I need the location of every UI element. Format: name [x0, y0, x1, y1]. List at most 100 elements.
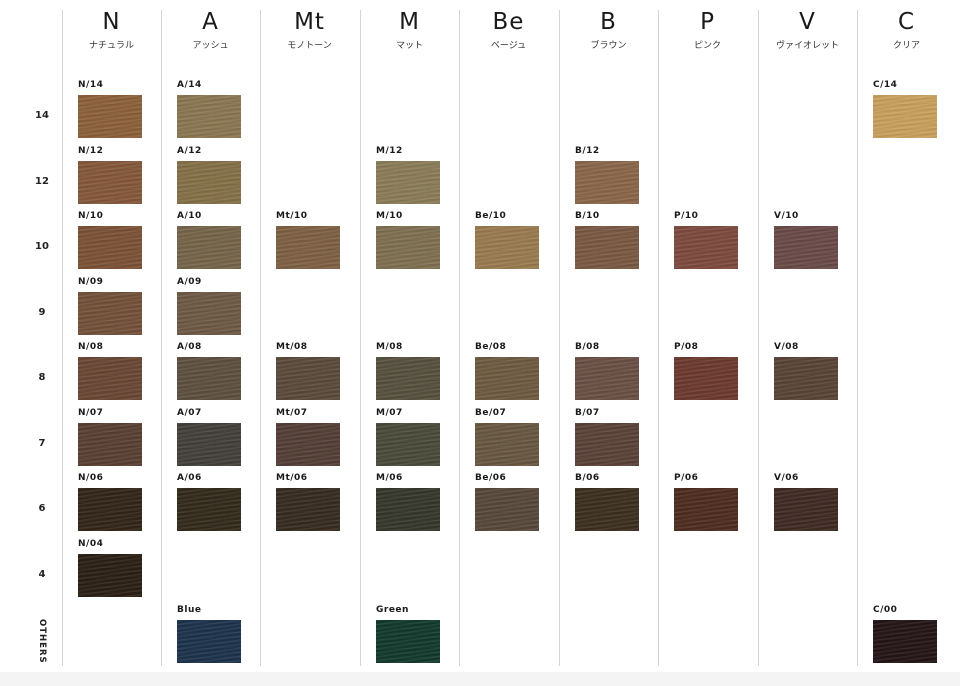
swatch-label: Be/08	[475, 342, 507, 352]
column-name: ベージュ	[490, 41, 527, 51]
swatch-label: V/10	[774, 211, 799, 221]
column-name: ブラウン	[590, 41, 627, 51]
swatch-label: A/06	[177, 473, 202, 483]
color-swatch-n-04	[78, 554, 142, 597]
column-name: クリア	[892, 41, 920, 51]
swatch-label: M/10	[376, 211, 403, 221]
swatch-label: M/12	[376, 146, 403, 156]
column-name: アッシュ	[192, 41, 229, 51]
color-swatch-p-08	[674, 357, 738, 400]
column-header-v: V ヴァイオレット	[758, 8, 857, 52]
color-swatch-n-08	[78, 357, 142, 400]
column-name: マット	[395, 41, 423, 51]
color-swatch-c-00	[873, 620, 937, 663]
color-swatch-m-10	[376, 226, 440, 269]
swatch-label: N/12	[78, 146, 104, 156]
column-divider	[658, 10, 659, 666]
color-swatch-p-06	[674, 488, 738, 531]
swatch-label: A/12	[177, 146, 202, 156]
swatch-label: B/06	[575, 473, 600, 483]
swatch-label: M/06	[376, 473, 403, 483]
color-swatch-b-08	[575, 357, 639, 400]
column-code: M	[399, 9, 420, 35]
color-swatch-a-08	[177, 357, 241, 400]
swatch-label: A/09	[177, 277, 202, 287]
color-swatch-a-14	[177, 95, 241, 138]
swatch-label: Be/06	[475, 473, 507, 483]
swatch-label: B/12	[575, 146, 600, 156]
swatch-label: Blue	[177, 605, 202, 615]
color-swatch-n-12	[78, 161, 142, 204]
column-name: ナチュラル	[88, 41, 134, 51]
bottom-band	[0, 672, 960, 686]
column-header-a: A アッシュ	[161, 8, 260, 52]
color-swatch-n-10	[78, 226, 142, 269]
color-swatch-p-10	[674, 226, 738, 269]
swatch-label: P/10	[674, 211, 699, 221]
swatch-label: N/10	[78, 211, 104, 221]
color-swatch-be-07	[475, 423, 539, 466]
swatch-label: N/06	[78, 473, 104, 483]
column-divider	[459, 10, 460, 666]
swatch-label: Mt/10	[276, 211, 308, 221]
column-code: N	[102, 9, 121, 35]
color-swatch-m-07	[376, 423, 440, 466]
column-code: B	[600, 9, 617, 35]
column-header-n: N ナチュラル	[62, 8, 161, 52]
column-code: A	[202, 9, 219, 35]
swatch-label: Be/07	[475, 408, 507, 418]
swatch-label: Mt/08	[276, 342, 308, 352]
column-header-c: C クリア	[857, 8, 956, 52]
column-name: ピンク	[693, 41, 721, 51]
swatch-label: M/07	[376, 408, 403, 418]
swatch-label: V/06	[774, 473, 799, 483]
column-code: Mt	[294, 9, 325, 35]
color-swatch-a-07	[177, 423, 241, 466]
column-code: Be	[492, 9, 525, 35]
color-swatch-be-08	[475, 357, 539, 400]
column-header-be: Be ベージュ	[459, 8, 558, 52]
color-swatch-mt-07	[276, 423, 340, 466]
color-swatch-be-06	[475, 488, 539, 531]
swatch-label: M/08	[376, 342, 403, 352]
column-header-mt: Mt モノトーン	[260, 8, 359, 52]
row-label-14: 14	[35, 110, 49, 121]
column-code: P	[700, 9, 715, 35]
color-swatch-be-10	[475, 226, 539, 269]
color-swatch-a-12	[177, 161, 241, 204]
row-label-others: OTHERS	[37, 619, 47, 664]
column-divider	[161, 10, 162, 666]
color-swatch-n-09	[78, 292, 142, 335]
color-swatch-c-14	[873, 95, 937, 138]
swatch-label: C/00	[873, 605, 898, 615]
column-name: モノトーン	[287, 41, 332, 51]
color-swatch-a-06	[177, 488, 241, 531]
column-code: V	[799, 9, 816, 35]
color-swatch-a-09	[177, 292, 241, 335]
swatch-label: B/07	[575, 408, 600, 418]
color-swatch-v-08	[774, 357, 838, 400]
swatch-label: B/10	[575, 211, 600, 221]
color-swatch-mt-10	[276, 226, 340, 269]
column-header-p: P ピンク	[658, 8, 757, 52]
color-swatch-blue	[177, 620, 241, 663]
swatch-label: N/09	[78, 277, 104, 287]
swatch-label: P/08	[674, 342, 699, 352]
swatch-label: C/14	[873, 80, 898, 90]
swatch-label: A/14	[177, 80, 202, 90]
swatch-label: A/07	[177, 408, 202, 418]
swatch-label: N/04	[78, 539, 104, 549]
column-name: ヴァイオレット	[775, 41, 839, 51]
swatch-label: Mt/06	[276, 473, 308, 483]
swatch-label: A/08	[177, 342, 202, 352]
row-label-7: 7	[38, 438, 46, 449]
row-label-10: 10	[35, 241, 49, 252]
row-label-12: 12	[35, 176, 49, 187]
color-swatch-b-07	[575, 423, 639, 466]
column-divider	[62, 10, 63, 666]
column-code: C	[897, 9, 916, 35]
color-swatch-green	[376, 620, 440, 663]
color-swatch-n-06	[78, 488, 142, 531]
color-swatch-n-07	[78, 423, 142, 466]
column-header-m: M マット	[360, 8, 459, 52]
